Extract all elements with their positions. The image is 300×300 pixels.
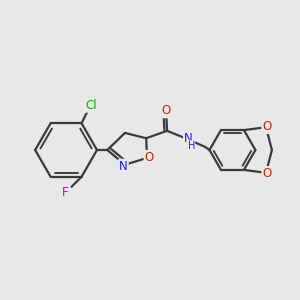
Text: H: H — [188, 141, 195, 151]
Text: O: O — [162, 104, 171, 117]
Text: N: N — [119, 160, 128, 173]
Text: O: O — [262, 167, 272, 180]
Text: F: F — [62, 187, 69, 200]
Text: N: N — [184, 132, 192, 145]
Text: O: O — [262, 120, 272, 133]
Text: Cl: Cl — [85, 99, 97, 112]
Text: O: O — [145, 151, 154, 164]
